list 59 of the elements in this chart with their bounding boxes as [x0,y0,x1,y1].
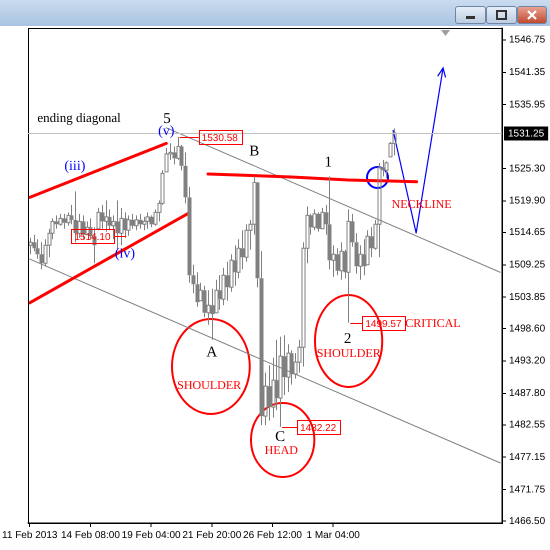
candlestick [240,230,244,270]
candlestick [130,213,134,230]
annotation: HEAD [264,443,298,457]
y-tick-label: 1471.75 [509,484,546,496]
candlestick [336,248,340,276]
x-tick-label: 21 Feb 20:00 [182,530,242,541]
y-tick-label: 1514.65 [509,227,546,238]
y-tick-label: 1498.60 [509,323,546,334]
ref-line-label: 1531.25 [508,128,545,140]
annotation: CRITICAL [405,316,461,330]
x-tick-label: 11 Feb 2013 [2,530,58,541]
candlestick [126,214,130,236]
candlestick [172,146,176,165]
y-tick-label: 1525.30 [509,163,546,174]
candlestick [100,204,104,230]
y-tick-label: 1477.15 [509,452,546,463]
y-tick-label: 1519.90 [509,196,546,207]
candlestick [62,213,66,230]
candlestick [142,216,146,231]
y-tick-label: 1487.80 [509,388,546,400]
candlestick [210,288,214,340]
candlestick [378,162,382,258]
x-tick-label: 14 Feb 08:00 [60,530,120,541]
annotation: SHOULDER [316,346,381,360]
candlestick [278,336,282,428]
candlestick [104,200,108,232]
y-tick-label: 1509.25 [509,260,546,271]
candlestick [150,214,154,228]
annotation: (iii) [64,159,86,174]
x-tick-label: 1 Mar 04:00 [306,530,360,541]
candlestick [268,364,272,422]
annotation: C [275,428,286,445]
candlestick [346,208,350,324]
annotation: ending diagonal [37,110,122,125]
y-tick-label: 1493.20 [509,356,546,367]
x-tick-label: 19 Feb 04:00 [122,530,182,541]
annotation: (iv) [114,246,136,262]
y-tick-label: 1503.85 [509,292,546,303]
candlestick [226,261,230,302]
candlestick [282,334,286,396]
y-tick-label: 1466.50 [509,516,546,527]
candlestick [146,212,150,230]
y-tick-label: 1546.75 [509,34,546,46]
annotation: 1 [324,154,332,170]
candlestick [316,212,320,232]
y-tick-label: 1541.35 [509,67,546,78]
y-tick-label: 1535.95 [509,99,546,110]
y-tick-label: 1482.55 [509,420,546,431]
annotation: B [249,143,260,160]
candlestick [392,128,396,156]
annotation: 1530.58 [202,132,238,144]
annotation: 2 [344,330,352,347]
annotation: A [206,344,218,361]
annotation: SHOULDER [177,378,242,392]
candlestick [138,213,142,230]
candlestick [28,237,32,255]
candlestick [340,242,344,280]
x-tick-label: 26 Feb 12:00 [243,530,302,541]
annotation: 1514.10 [74,232,111,243]
